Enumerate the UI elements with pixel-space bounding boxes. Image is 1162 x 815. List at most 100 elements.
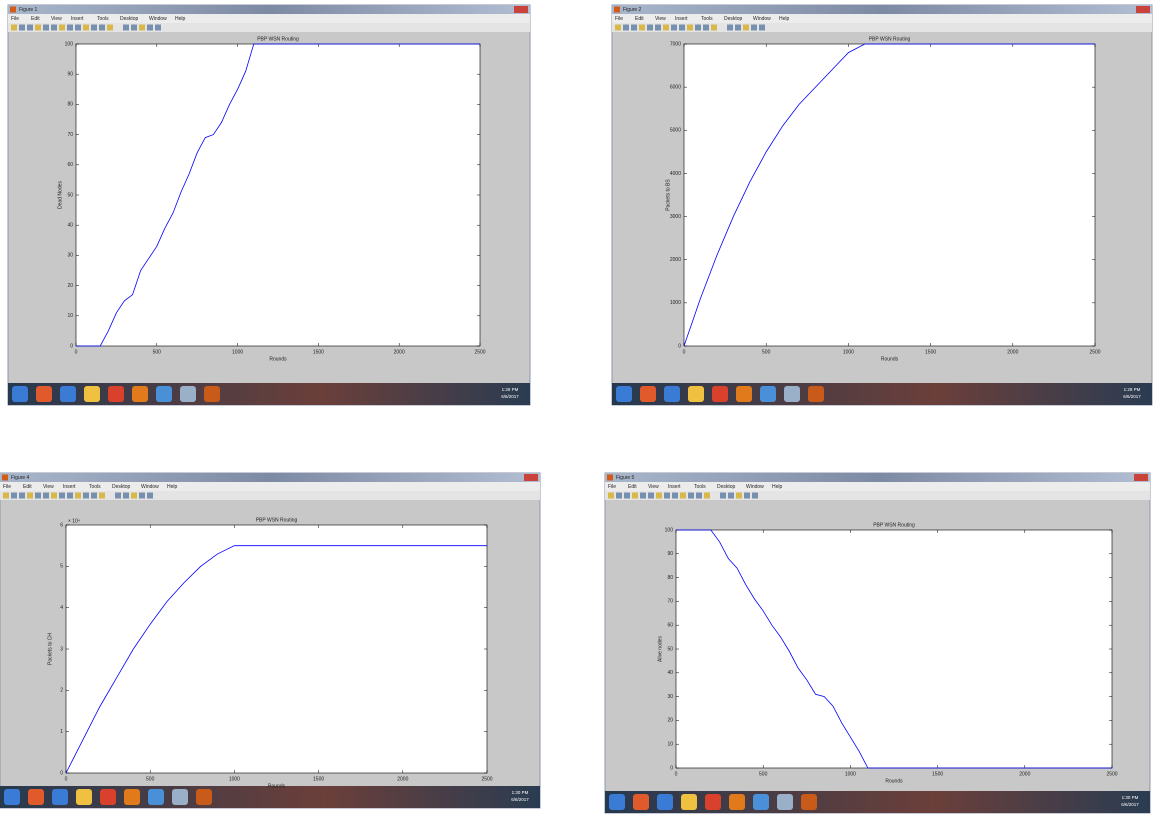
toolbar-button[interactable] [107,24,113,31]
taskbar-icon[interactable] [801,794,817,810]
toolbar-button[interactable] [75,24,81,31]
menu-item[interactable]: Help [779,16,790,22]
toolbar-button[interactable] [139,492,145,499]
menu-item[interactable]: Tools [694,484,706,490]
taskbar-icon[interactable] [664,386,680,402]
taskbar-icon[interactable] [36,386,52,402]
taskbar-icon[interactable] [609,794,625,810]
toolbar-button[interactable] [19,492,25,499]
taskbar-icon[interactable] [172,789,188,805]
toolbar-button[interactable] [75,492,81,499]
toolbar-button[interactable] [59,492,65,499]
toolbar-button[interactable] [728,492,734,499]
toolbar-button[interactable] [123,492,129,499]
menu-item[interactable]: Help [772,484,783,490]
menu-item[interactable]: Window [149,16,167,22]
toolbar-button[interactable] [51,492,57,499]
toolbar-button[interactable] [624,492,630,499]
toolbar-button[interactable] [99,24,105,31]
toolbar-button[interactable] [639,24,645,31]
menu-item[interactable]: Edit [23,484,32,490]
taskbar-icon[interactable] [108,386,124,402]
taskbar-icon[interactable] [180,386,196,402]
taskbar-icon[interactable] [124,789,140,805]
toolbar-button[interactable] [99,492,105,499]
menu-item[interactable]: File [3,484,11,490]
toolbar-button[interactable] [123,24,129,31]
toolbar-button[interactable] [727,24,733,31]
taskbar-icon[interactable] [204,386,220,402]
toolbar-button[interactable] [647,24,653,31]
toolbar-button[interactable] [11,492,17,499]
toolbar-button[interactable] [703,24,709,31]
toolbar-button[interactable] [744,492,750,499]
menu-item[interactable]: Edit [635,16,644,22]
toolbar-button[interactable] [655,24,661,31]
toolbar-button[interactable] [736,492,742,499]
toolbar-button[interactable] [711,24,717,31]
taskbar-icon[interactable] [12,386,28,402]
toolbar-button[interactable] [19,24,25,31]
taskbar-icon[interactable] [100,789,116,805]
toolbar-button[interactable] [695,24,701,31]
menu-item[interactable]: Insert [675,16,688,22]
toolbar-button[interactable] [631,24,637,31]
taskbar-icon[interactable] [616,386,632,402]
menu-item[interactable]: Desktop [112,484,131,490]
toolbar-button[interactable] [720,492,726,499]
taskbar-icon[interactable] [777,794,793,810]
menu-item[interactable]: Desktop [717,484,736,490]
toolbar-button[interactable] [43,24,49,31]
menu-item[interactable]: View [43,484,54,490]
toolbar-button[interactable] [91,492,97,499]
taskbar-icon[interactable] [148,789,164,805]
taskbar-icon[interactable] [132,386,148,402]
taskbar-icon[interactable] [808,386,824,402]
toolbar-button[interactable] [671,24,677,31]
taskbar-icon[interactable] [760,386,776,402]
taskbar-icon[interactable] [705,794,721,810]
toolbar-button[interactable] [735,24,741,31]
toolbar-button[interactable] [679,24,685,31]
taskbar-icon[interactable] [76,789,92,805]
toolbar-button[interactable] [751,24,757,31]
toolbar-button[interactable] [664,492,670,499]
taskbar-icon[interactable] [657,794,673,810]
menu-item[interactable]: Edit [31,16,40,22]
taskbar-icon[interactable] [736,386,752,402]
taskbar-icon[interactable] [633,794,649,810]
taskbar-icon[interactable] [681,794,697,810]
toolbar-button[interactable] [663,24,669,31]
toolbar-button[interactable] [147,492,153,499]
toolbar-button[interactable] [615,24,621,31]
menu-item[interactable]: Desktop [724,16,743,22]
toolbar-button[interactable] [623,24,629,31]
toolbar-button[interactable] [27,492,33,499]
toolbar-button[interactable] [759,24,765,31]
menu-item[interactable]: Tools [701,16,713,22]
taskbar-icon[interactable] [753,794,769,810]
taskbar-icon[interactable] [52,789,68,805]
toolbar-button[interactable] [11,24,17,31]
taskbar-icon[interactable] [28,789,44,805]
toolbar-button[interactable] [680,492,686,499]
menu-item[interactable]: Insert [668,484,681,490]
menu-item[interactable]: Insert [63,484,76,490]
menu-item[interactable]: Window [753,16,771,22]
toolbar-button[interactable] [687,24,693,31]
toolbar-button[interactable] [115,492,121,499]
taskbar-icon[interactable] [156,386,172,402]
toolbar-button[interactable] [648,492,654,499]
toolbar-button[interactable] [83,492,89,499]
menu-item[interactable]: Help [175,16,186,22]
toolbar-button[interactable] [131,24,137,31]
taskbar-icon[interactable] [784,386,800,402]
toolbar-button[interactable] [743,24,749,31]
toolbar-button[interactable] [147,24,153,31]
menu-item[interactable]: File [608,484,616,490]
taskbar-icon[interactable] [640,386,656,402]
toolbar-button[interactable] [155,24,161,31]
toolbar-button[interactable] [51,24,57,31]
toolbar-button[interactable] [688,492,694,499]
toolbar-button[interactable] [640,492,646,499]
